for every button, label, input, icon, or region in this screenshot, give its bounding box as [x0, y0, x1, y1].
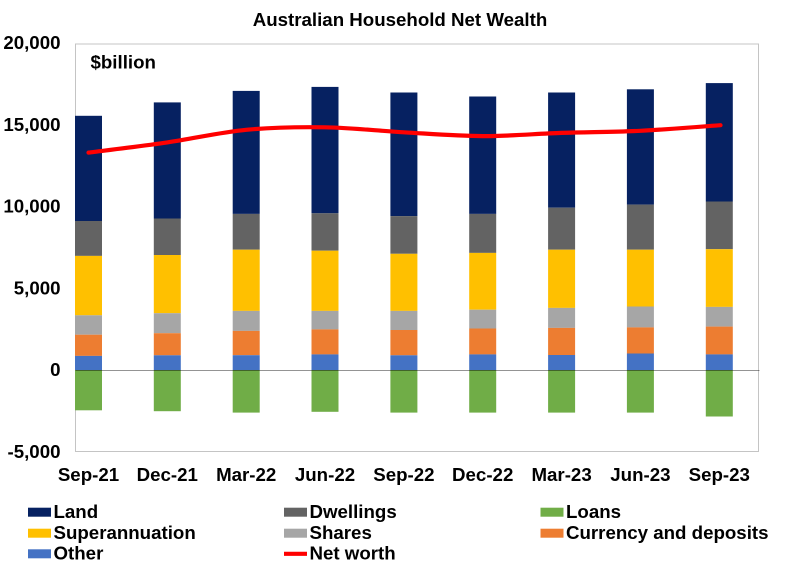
svg-text:5,000: 5,000 — [14, 277, 61, 298]
svg-text:-5,000: -5,000 — [8, 441, 61, 462]
svg-text:20,000: 20,000 — [3, 32, 60, 53]
svg-text:Mar-22: Mar-22 — [216, 464, 276, 485]
svg-text:Australian Household Net Wealt: Australian Household Net Wealth — [253, 9, 548, 30]
svg-text:Jun-23: Jun-23 — [610, 464, 670, 485]
svg-text:Sep-23: Sep-23 — [689, 464, 750, 485]
svg-text:Mar-23: Mar-23 — [531, 464, 591, 485]
svg-text:Superannuation: Superannuation — [54, 522, 196, 543]
svg-text:Other: Other — [54, 542, 104, 563]
svg-text:Currency and deposits: Currency and deposits — [566, 522, 769, 543]
svg-text:Sep-21: Sep-21 — [58, 464, 119, 485]
svg-text:Dwellings: Dwellings — [310, 501, 397, 522]
svg-text:Dec-21: Dec-21 — [137, 464, 198, 485]
svg-text:Loans: Loans — [566, 501, 621, 522]
svg-text:Shares: Shares — [310, 522, 372, 543]
svg-text:10,000: 10,000 — [3, 196, 60, 217]
svg-text:Dec-22: Dec-22 — [452, 464, 513, 485]
svg-text:15,000: 15,000 — [3, 114, 60, 135]
svg-text:Net worth: Net worth — [310, 542, 396, 563]
svg-text:$billion: $billion — [91, 52, 156, 73]
svg-text:0: 0 — [50, 359, 60, 380]
svg-text:Sep-22: Sep-22 — [373, 464, 434, 485]
svg-text:Jun-22: Jun-22 — [295, 464, 355, 485]
svg-text:Land: Land — [54, 501, 99, 522]
